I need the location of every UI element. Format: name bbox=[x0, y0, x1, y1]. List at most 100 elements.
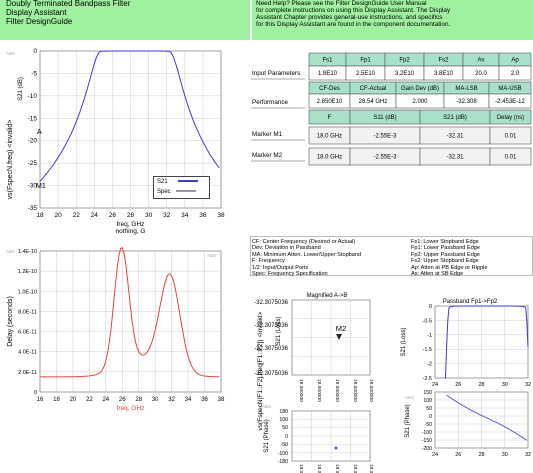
table3-row-label: Marker M2 bbox=[252, 152, 283, 159]
plot1-xtick: 38 bbox=[217, 212, 225, 219]
plot2-delay-curve bbox=[40, 247, 220, 378]
plot4-xtick-bot: 28 bbox=[478, 452, 484, 458]
plot4-ytick-bot: -150 bbox=[422, 438, 432, 444]
plot2-ytick: 1.0E-10 bbox=[18, 289, 37, 295]
note-line: Fp2: Upper Passband Edge bbox=[411, 251, 481, 258]
plot4-ytick-top: -2 bbox=[427, 362, 432, 368]
plot3-ytick-top: -32.3075036 bbox=[254, 371, 288, 377]
plot2-ytick: 1.2E-10 bbox=[18, 269, 37, 275]
plot1-ytick: 0 bbox=[33, 48, 37, 55]
plot4-phase-curve bbox=[446, 394, 528, 441]
plot1-marker-m1: M1 bbox=[36, 183, 46, 190]
plot4-ytick-top: -0.5 bbox=[423, 318, 432, 324]
table3-header: S11 (dB) bbox=[373, 115, 396, 121]
note-line: Ap: Atten at PB Edge or Ripple bbox=[411, 264, 488, 271]
plot3-title: Magnified A->B bbox=[307, 293, 348, 299]
table3-cell: 0.01 bbox=[505, 134, 517, 140]
plot3-ytick-top: -32.3075036 bbox=[254, 323, 288, 329]
header-subtitle-2: Filter DesignGuide bbox=[6, 16, 73, 26]
plot1-ytick: -5 bbox=[31, 70, 37, 77]
plot3-phase-point bbox=[334, 446, 338, 450]
plot3-ytick-bot: -100 bbox=[278, 451, 288, 457]
plot3-ytick-top: -32.3075036 bbox=[254, 300, 288, 306]
plot2-ytick: 0 bbox=[34, 390, 37, 396]
plot1-s21-curve bbox=[39, 50, 220, 182]
plot3-ylabel-outer: vs(FspecN[F1::F2],freq[F1::F2]) <invalid… bbox=[257, 311, 264, 430]
plot4-xtick-bot: 24 bbox=[432, 452, 438, 458]
table2-value: -2.453E-12 bbox=[495, 99, 525, 105]
plot3-xtick-top: 18.000000 bbox=[334, 379, 340, 402]
plot1-ytick: -20 bbox=[28, 138, 38, 145]
help-line: for complete instructions on using this … bbox=[256, 7, 451, 15]
plot2-xtick: 30 bbox=[152, 397, 159, 403]
table2-value: -32.308 bbox=[456, 99, 477, 105]
plot4-xtick-top: 28 bbox=[478, 382, 484, 388]
plot3-xtick-bot: 18.000000 bbox=[334, 464, 340, 473]
plot1-ylabel: vs(FspecN,freq) <invalid> bbox=[7, 120, 14, 200]
plot3-ytick-bot: -50 bbox=[281, 442, 289, 448]
table2-header: CF-Des bbox=[319, 86, 340, 92]
header-title: Doubly Terminated Bandpass Filter bbox=[6, 0, 131, 8]
table3-header-bg bbox=[489, 109, 532, 125]
plot3-ylabel-bot: S21 (Phase) bbox=[264, 419, 270, 452]
table3-header: Delay (ns) bbox=[497, 115, 524, 121]
plot2-ytick: 4.0E-11 bbox=[18, 350, 37, 356]
plot4-ytick-top: -1.5 bbox=[423, 347, 432, 353]
plot3-xtick-bot: 18.000000 bbox=[352, 464, 358, 473]
table2-value-bg bbox=[488, 93, 532, 109]
plot2-ytick: 2.0E-11 bbox=[18, 370, 37, 376]
plot2-xtick: 26 bbox=[119, 397, 126, 403]
plot2-xtick: 34 bbox=[185, 397, 192, 403]
plot4-xtick-bot: 30 bbox=[502, 452, 508, 458]
plot4-xtick-top: 30 bbox=[502, 382, 508, 388]
table3-cell: 0.01 bbox=[505, 155, 517, 161]
plot1-xtick: 22 bbox=[73, 212, 81, 219]
plot3-xtick-bot: 18.000000 bbox=[368, 464, 374, 473]
plot3-ytick-bot: 50 bbox=[282, 425, 288, 431]
table2-value: 2.850E10 bbox=[317, 99, 343, 105]
table3-cell: -32.31 bbox=[446, 155, 464, 161]
plot2-xtick: 22 bbox=[86, 397, 93, 403]
plot3-xtick-top: 18.000000 bbox=[298, 379, 304, 402]
plot1-ytick: -25 bbox=[28, 160, 38, 167]
plot2-ytick: 1.4E-10 bbox=[18, 249, 37, 255]
plot2-frame bbox=[39, 250, 222, 393]
plot1-xtick: 36 bbox=[199, 212, 207, 219]
plot1-xlabel2: nothing, G bbox=[116, 228, 146, 235]
plot2-xtick: 36 bbox=[201, 397, 208, 403]
plot1-xtick: 32 bbox=[163, 212, 171, 219]
note-line: Fs2: Upper Stopband Edge bbox=[411, 258, 479, 265]
table1-header: Fs2 bbox=[438, 58, 449, 64]
plot4-loss-curve bbox=[444, 305, 529, 379]
help-line: Need Help? Please see the Filter DesignG… bbox=[256, 0, 427, 7]
notes-right: Fs1: Lower Stopband Edge Fp1: Lower Pass… bbox=[411, 239, 488, 278]
table1-header: Fp1 bbox=[360, 58, 371, 64]
table1-header: Fs1 bbox=[322, 58, 333, 64]
plot3-xtick-bot: 18.000000 bbox=[316, 464, 322, 473]
legend-swatch-spec bbox=[175, 190, 196, 193]
plot2-abs-label: ABS bbox=[6, 249, 15, 254]
plot4-ytick-bot: -200 bbox=[422, 446, 432, 452]
plot3-abs-label: ABS bbox=[262, 404, 271, 409]
plot3-ytick-top: -32.3075036 bbox=[254, 346, 288, 352]
notes-left: CF: Center Frequency (Desired or Actual)… bbox=[252, 239, 361, 278]
plot3-marker-m2: M2 bbox=[336, 324, 346, 333]
table3-cell: -2.55E-3 bbox=[373, 155, 397, 161]
table3-header: F bbox=[328, 115, 332, 121]
plot4-ylabel-top: S21 (Loss) bbox=[401, 327, 407, 356]
table3-cell: 18.0 GHz bbox=[317, 155, 342, 161]
plot2-xtick: 24 bbox=[102, 397, 109, 403]
plot3-xtick-top: 18.000000 bbox=[316, 379, 322, 402]
legend-item-s21: S21 bbox=[154, 177, 209, 187]
table3-cell-bg bbox=[489, 147, 532, 166]
plot4-ytick-bot: 50 bbox=[426, 406, 432, 412]
plot3-marker-m2-arrow bbox=[336, 334, 342, 340]
plot1-ytick: -15 bbox=[28, 115, 38, 122]
plot4-ytick-top: -1 bbox=[427, 333, 432, 339]
plot4-ytick-bot: 0 bbox=[429, 414, 432, 420]
plot1-xtick: 26 bbox=[109, 212, 117, 219]
plot3-ytick-bot: -180 bbox=[278, 459, 288, 465]
note-line: 1/2: Input/Output Ports bbox=[252, 264, 309, 271]
plot4-xtick-top: 26 bbox=[455, 382, 461, 388]
table1-value: 3.2E10 bbox=[395, 71, 415, 77]
